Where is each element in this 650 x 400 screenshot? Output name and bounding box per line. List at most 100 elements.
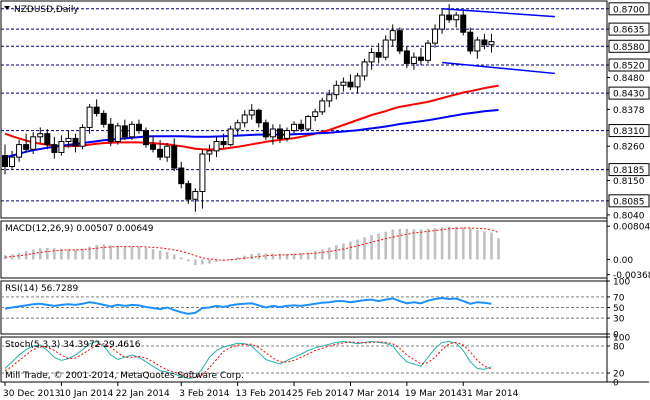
macd-bar <box>144 247 148 260</box>
stoch-pane <box>1 336 610 383</box>
price-axis-label: 0.8378 <box>613 106 645 116</box>
moving-average-slow-line <box>4 109 499 159</box>
macd-bar <box>165 251 169 260</box>
title-dropdown-icon <box>4 6 10 10</box>
macd-bar <box>95 244 98 260</box>
candle-body <box>157 148 164 158</box>
macd-bar <box>194 259 197 266</box>
price-level-box <box>608 39 650 53</box>
candle-body <box>298 123 305 130</box>
macd-bar <box>88 246 91 260</box>
time-axis-label: 3 Feb 2014 <box>179 389 230 399</box>
candle-body <box>199 153 206 192</box>
candle-body <box>446 14 453 21</box>
candle-body <box>135 123 142 132</box>
candle-body <box>178 167 185 185</box>
candle-body <box>382 39 389 58</box>
candle-body <box>368 52 375 63</box>
macd-bar <box>426 228 430 260</box>
candle-body <box>213 141 220 152</box>
price-chart-title: NZDUSD,Daily <box>14 5 79 15</box>
macd-bar <box>278 254 282 260</box>
price-axis-label: 0.8310 <box>613 127 645 137</box>
macd-bar <box>81 248 84 260</box>
macd-pane <box>3 225 610 276</box>
time-axis-label: 22 Jan 2014 <box>116 389 170 399</box>
macd-signal-line <box>4 227 499 261</box>
candle-body <box>291 123 298 132</box>
macd-bar <box>250 254 254 260</box>
rsi-axis-label: 100 <box>613 278 630 288</box>
macd-bar <box>236 257 239 260</box>
macd-bar <box>405 228 409 260</box>
macd-bar <box>3 255 7 260</box>
candle-body <box>361 61 368 77</box>
price-axis-label: 0.8520 <box>613 62 645 72</box>
macd-bar <box>137 247 141 260</box>
macd-axis-label: 0.00 <box>613 256 633 266</box>
candle-body <box>143 130 149 146</box>
macd-bar <box>187 259 190 262</box>
candle-body <box>16 144 23 158</box>
macd-bar <box>384 231 387 260</box>
candle-body <box>37 133 44 138</box>
price-level-box <box>608 2 650 16</box>
candle-body <box>276 128 283 139</box>
macd-bar <box>151 249 155 260</box>
macd-bar <box>109 245 113 260</box>
candle-body <box>58 141 65 153</box>
macd-bar <box>356 239 359 260</box>
candle-body <box>185 183 192 200</box>
macd-bar <box>306 252 310 260</box>
candle-body <box>2 155 8 167</box>
macd-bar <box>201 259 204 265</box>
macd-bar <box>74 249 77 260</box>
candle-body <box>79 126 86 147</box>
macd-bar <box>447 226 451 260</box>
candle-body <box>326 94 333 102</box>
macd-bar <box>264 253 268 260</box>
rsi-title: RSI(14) 56.7289 <box>5 284 78 294</box>
candle-body <box>72 137 79 147</box>
macd-bar <box>490 232 493 260</box>
candle-body <box>269 128 276 138</box>
candle-body <box>432 28 439 44</box>
candle-body <box>100 112 107 125</box>
time-axis-label: 25 Feb 2014 <box>292 389 348 399</box>
macd-bar <box>229 259 232 260</box>
macd-bar <box>469 228 472 260</box>
price-axis-label: 0.8700 <box>613 5 645 15</box>
macd-bar <box>116 245 120 260</box>
candle-body <box>30 136 37 150</box>
price-axis-label: 0.8185 <box>613 166 645 176</box>
macd-bar <box>67 249 70 260</box>
candle-body <box>262 122 269 138</box>
rsi-axis-label: 30 <box>613 315 625 325</box>
candle-body <box>396 30 403 52</box>
macd-bar <box>349 241 352 260</box>
macd-bar <box>208 259 211 264</box>
stoch-axis-label: 80 <box>613 343 625 353</box>
candle-body <box>121 125 128 138</box>
candle-body <box>51 144 58 153</box>
candle-body <box>425 42 431 61</box>
macd-bar <box>179 257 183 260</box>
macd-bar <box>243 255 246 260</box>
candle-body <box>453 14 460 21</box>
candle-body <box>150 144 157 150</box>
macd-bar <box>398 228 402 260</box>
macd-bar <box>377 233 380 260</box>
price-level-box <box>608 58 650 72</box>
time-axis-label: 13 Feb 2014 <box>236 389 292 399</box>
macd-bar <box>46 247 49 260</box>
macd-bar <box>320 249 324 260</box>
candle-body <box>23 144 30 150</box>
macd-axis-label: 0.00804 <box>613 223 650 233</box>
macd-bar <box>158 250 162 260</box>
candle-body <box>375 52 382 58</box>
macd-bar <box>412 229 416 260</box>
candle-body <box>354 75 361 88</box>
macd-bar <box>313 251 317 260</box>
macd-bar <box>419 229 423 260</box>
candle-body <box>488 41 495 46</box>
